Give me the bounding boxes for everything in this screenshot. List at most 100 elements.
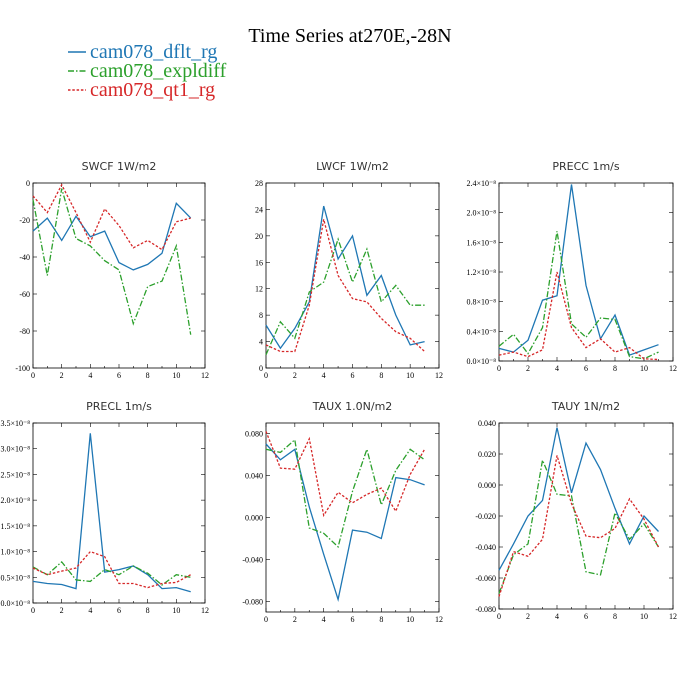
xtick-label-taux-5: 10 — [406, 615, 414, 624]
xtick-label-tauy-2: 4 — [555, 612, 559, 621]
xtick-label-lwcf-4: 8 — [379, 371, 383, 380]
panel-title-swcf: SWCF 1W/m2 — [82, 160, 157, 173]
xtick-label-swcf-5: 10 — [172, 371, 180, 380]
series-tauy-0 — [498, 427, 659, 571]
xtick-label-precl-6: 12 — [201, 606, 209, 615]
series-tauy-1 — [498, 457, 660, 594]
ytick-label-swcf-0: -100 — [15, 364, 30, 373]
ytick-label-tauy-3: -0.020 — [475, 512, 496, 521]
plot-frame-precc — [498, 182, 674, 362]
ytick-label-tauy-2: -0.040 — [475, 543, 496, 552]
series-lwcf-2 — [265, 219, 426, 353]
ytick-label-precl-7: 3.5×10⁻⁸ — [0, 419, 30, 428]
series-lwcf-1 — [265, 237, 425, 356]
series-precl-2 — [32, 550, 192, 589]
ytick-label-tauy-4: 0.000 — [478, 481, 496, 490]
ytick-label-precl-5: 2.5×10⁻⁸ — [0, 470, 30, 479]
ytick-label-tauy-6: 0.040 — [478, 419, 496, 428]
series-taux-2 — [265, 431, 426, 518]
ytick-label-precc-4: 1.6×10⁻⁸ — [466, 238, 496, 247]
series-lwcf-0 — [265, 205, 425, 350]
ytick-label-swcf-4: -20 — [19, 216, 30, 225]
xtick-label-precl-5: 10 — [172, 606, 180, 615]
ytick-label-precc-5: 2.0×10⁻⁸ — [466, 209, 496, 218]
xtick-label-taux-4: 8 — [379, 615, 383, 624]
xtick-label-precc-2: 4 — [555, 364, 559, 373]
xtick-label-taux-6: 12 — [435, 615, 443, 624]
xtick-label-swcf-3: 6 — [117, 371, 121, 380]
series-taux-0 — [265, 443, 425, 602]
legend-label-0: cam078_dflt_rg — [90, 41, 217, 63]
plot-frame-swcf — [32, 182, 206, 369]
series-swcf-0 — [32, 202, 192, 271]
xtick-label-swcf-6: 12 — [201, 371, 209, 380]
series-tauy-2 — [498, 455, 660, 597]
legend-label-2: cam078_qt1_rg — [90, 79, 215, 101]
ytick-label-taux-1: -0.040 — [242, 556, 263, 565]
ytick-label-lwcf-1: 4 — [259, 338, 263, 347]
ytick-label-taux-3: 0.040 — [245, 472, 263, 481]
ytick-label-precc-0: 0.0×10⁻⁸ — [466, 357, 496, 366]
xtick-label-precl-4: 8 — [146, 606, 150, 615]
series-swcf-2 — [32, 183, 191, 251]
panel-title-precl: PRECL 1m/s — [86, 400, 152, 413]
ytick-label-precc-2: 0.8×10⁻⁸ — [466, 298, 496, 307]
panel-tauy: TAUY 1N/m2 -0.080 -0.060 -0.040 -0.020 0.000 0… — [475, 400, 677, 621]
xtick-label-swcf-4: 8 — [146, 371, 150, 380]
panel-precl: PRECL 1m/s 0.0×10⁻⁸ 0.5×10⁻⁸ 1.0×10⁻⁸ 1.5×10… — [0, 400, 209, 615]
xtick-label-lwcf-3: 6 — [351, 371, 355, 380]
series-taux-1 — [265, 438, 425, 549]
ytick-label-precl-4: 2.0×10⁻⁸ — [0, 496, 30, 505]
ytick-label-swcf-3: -40 — [19, 253, 30, 262]
legend-label-1: cam078_expldiff — [90, 60, 227, 82]
figure-title: Time Series at270E,-28N — [248, 25, 451, 47]
ytick-label-taux-2: 0.000 — [245, 514, 263, 523]
panel-title-tauy: TAUY 1N/m2 — [551, 400, 620, 413]
xtick-label-tauy-1: 2 — [526, 612, 530, 621]
ytick-label-precc-1: 0.4×10⁻⁸ — [466, 327, 496, 336]
xtick-label-precc-5: 10 — [640, 364, 648, 373]
xtick-label-precl-3: 6 — [117, 606, 121, 615]
ytick-label-lwcf-0: 0 — [259, 364, 263, 373]
xtick-label-taux-0: 0 — [264, 615, 268, 624]
panel-precc: PRECC 1m/s 0.0×10⁻⁸ 0.4×10⁻⁸ 0.8×10⁻⁸ 1.2×10… — [466, 160, 677, 373]
ytick-label-precl-0: 0.0×10⁻⁸ — [0, 599, 30, 608]
ytick-label-precc-6: 2.4×10⁻⁸ — [466, 179, 496, 188]
ytick-label-precl-1: 0.5×10⁻⁸ — [0, 573, 30, 582]
xtick-label-precc-1: 2 — [526, 364, 530, 373]
series-precc-1 — [498, 231, 659, 360]
ytick-label-precl-6: 3.0×10⁻⁸ — [0, 445, 30, 454]
xtick-label-tauy-3: 6 — [584, 612, 588, 621]
plot-frame-precl — [32, 422, 206, 604]
xtick-label-precc-0: 0 — [497, 364, 501, 373]
ytick-label-lwcf-7: 28 — [255, 179, 263, 188]
xtick-label-lwcf-0: 0 — [264, 371, 268, 380]
xtick-label-swcf-1: 2 — [60, 371, 64, 380]
ytick-label-swcf-2: -60 — [19, 290, 30, 299]
xtick-label-lwcf-2: 4 — [322, 371, 326, 380]
xtick-label-lwcf-5: 10 — [406, 371, 414, 380]
series-precl-0 — [32, 433, 191, 593]
series-swcf-1 — [32, 188, 192, 335]
ytick-label-lwcf-2: 8 — [259, 311, 263, 320]
xtick-label-precl-0: 0 — [31, 606, 35, 615]
xtick-label-swcf-0: 0 — [31, 371, 35, 380]
ytick-label-tauy-5: 0.020 — [478, 450, 496, 459]
legend: cam078_dflt_rgcam078_expldiffcam078_qt1_… — [68, 41, 227, 101]
ytick-label-taux-0: -0.080 — [242, 598, 263, 607]
ytick-label-precl-3: 1.5×10⁻⁸ — [0, 522, 30, 531]
series-precl-1 — [32, 560, 191, 586]
ytick-label-lwcf-3: 12 — [255, 285, 263, 294]
xtick-label-taux-3: 6 — [351, 615, 355, 624]
xtick-label-lwcf-1: 2 — [293, 371, 297, 380]
xtick-label-precc-6: 12 — [669, 364, 677, 373]
panel-swcf: SWCF 1W/m2 -100 -80 -60 -40 -20 0 0 2 4 6 8 10 12 — [15, 160, 209, 380]
xtick-label-tauy-0: 0 — [497, 612, 501, 621]
ytick-label-swcf-1: -80 — [19, 327, 30, 336]
xtick-label-lwcf-6: 12 — [435, 371, 443, 380]
panel-title-taux: TAUX 1.0N/m2 — [312, 400, 393, 413]
ytick-label-tauy-1: -0.060 — [475, 574, 496, 583]
series-precc-0 — [498, 184, 659, 356]
